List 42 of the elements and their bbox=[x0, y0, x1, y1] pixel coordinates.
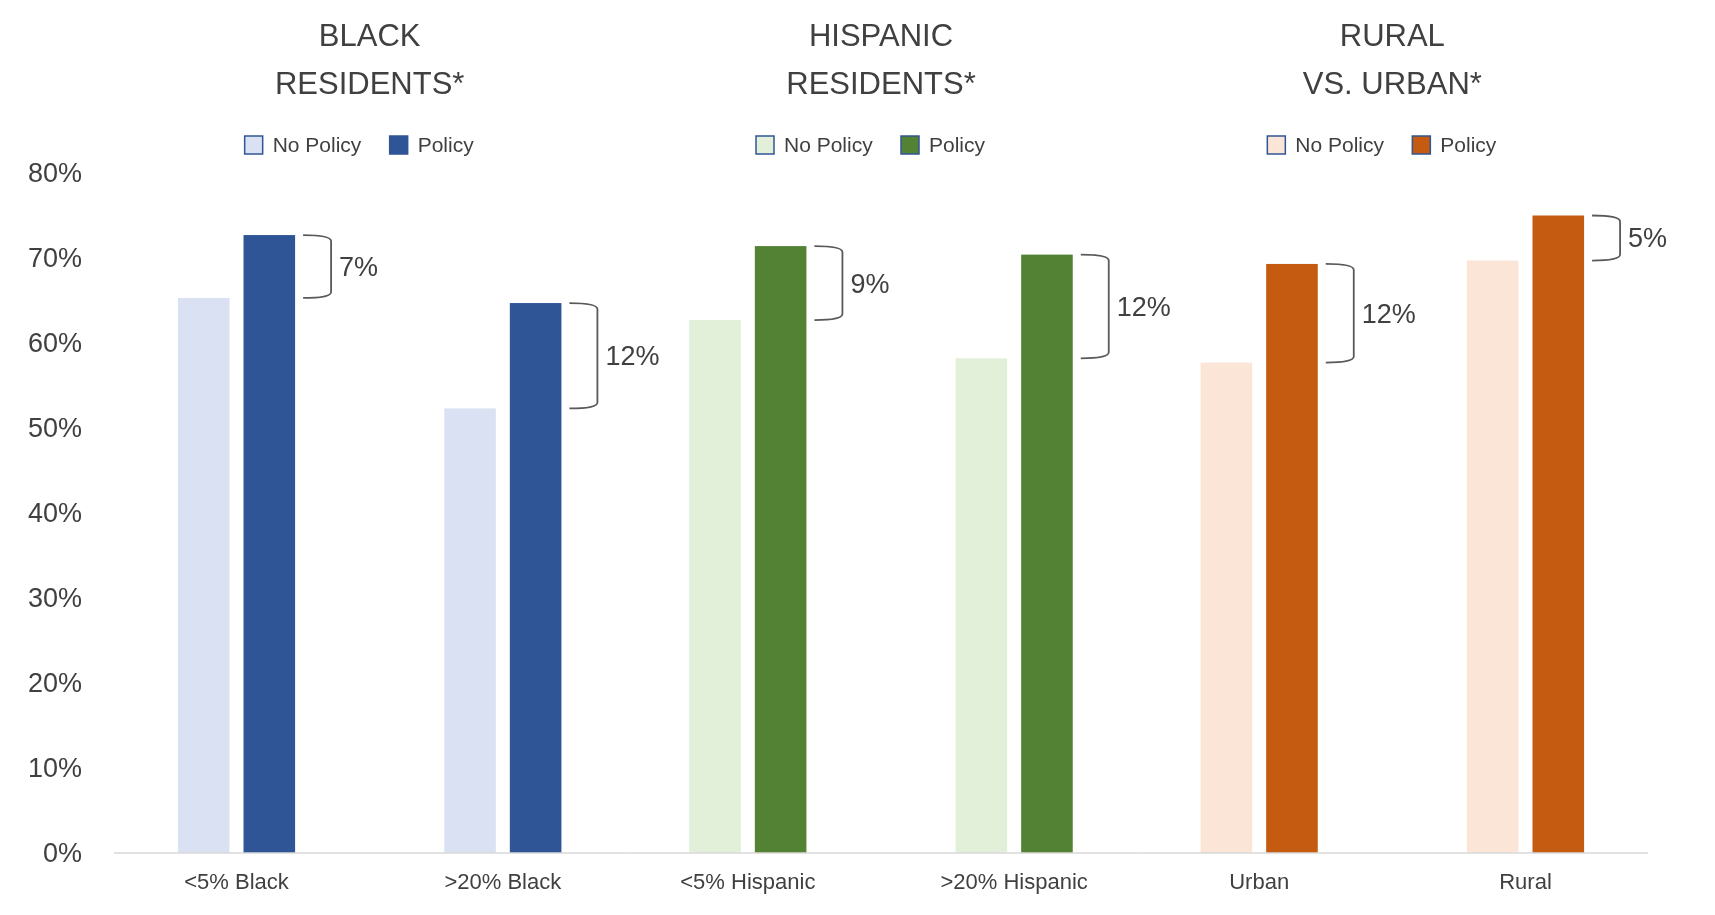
annotation: 12% bbox=[1116, 291, 1171, 322]
bar bbox=[1200, 362, 1253, 853]
legend-label: Policy bbox=[1440, 133, 1497, 156]
annotation: 7% bbox=[339, 251, 379, 282]
bar bbox=[955, 358, 1008, 853]
chart-title: RURAL VS. URBAN* bbox=[1302, 18, 1482, 101]
chart-title: BLACK RESIDENTS* bbox=[274, 18, 465, 101]
annotation: 9% bbox=[850, 268, 890, 299]
bar bbox=[177, 297, 230, 853]
y-tick-label: 10% bbox=[27, 753, 82, 784]
bar bbox=[1021, 254, 1073, 853]
bar bbox=[509, 303, 562, 853]
chart-title: HISPANIC RESIDENTS* bbox=[786, 18, 976, 101]
y-tick-label: 60% bbox=[27, 328, 82, 359]
legend-label: Policy bbox=[417, 133, 475, 156]
bar bbox=[243, 235, 296, 853]
legend-label: No Policy bbox=[1295, 133, 1385, 156]
y-tick-label: 20% bbox=[27, 668, 82, 699]
annotation: 5% bbox=[1628, 223, 1668, 254]
x-tick-label: Urban bbox=[1229, 869, 1290, 894]
legend-label: No Policy bbox=[272, 133, 362, 156]
bar bbox=[1266, 263, 1318, 853]
y-tick-label: 50% bbox=[27, 413, 82, 444]
x-tick-label: >20% Black bbox=[444, 869, 563, 894]
bar bbox=[444, 408, 496, 853]
x-tick-label: Rural bbox=[1499, 869, 1552, 894]
y-tick-label: 0% bbox=[42, 838, 82, 869]
y-tick-label: 80% bbox=[27, 158, 82, 189]
bar bbox=[1532, 215, 1585, 853]
legend-label: Policy bbox=[929, 133, 986, 156]
y-tick-label: 40% bbox=[27, 498, 82, 529]
x-tick-label: <5% Black bbox=[184, 869, 290, 894]
x-tick-label: >20% Hispanic bbox=[940, 869, 1088, 894]
y-tick-label: 30% bbox=[27, 583, 82, 614]
bar bbox=[1466, 260, 1519, 853]
bar bbox=[754, 246, 807, 853]
annotation: 12% bbox=[605, 341, 660, 372]
y-tick-label: 70% bbox=[27, 243, 82, 274]
legend-label: No Policy bbox=[784, 133, 874, 156]
bar bbox=[689, 320, 741, 853]
annotation: 12% bbox=[1361, 298, 1416, 329]
x-tick-label: <5% Hispanic bbox=[680, 869, 816, 894]
